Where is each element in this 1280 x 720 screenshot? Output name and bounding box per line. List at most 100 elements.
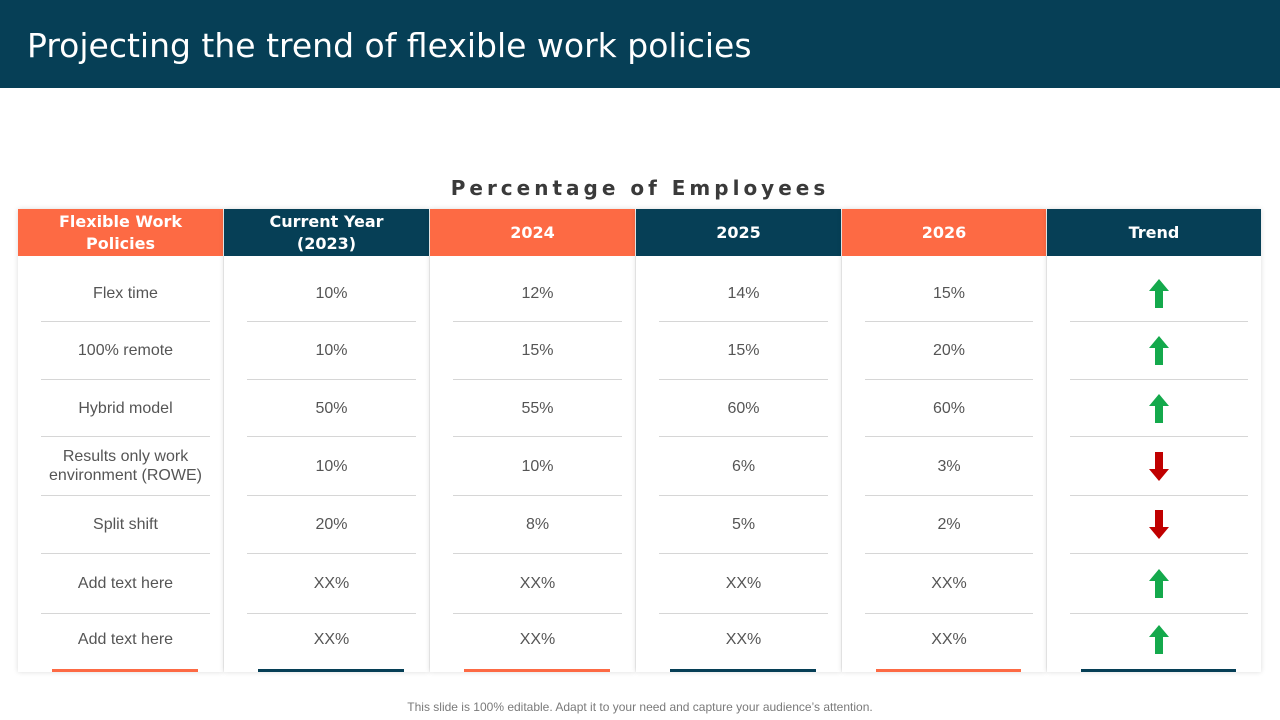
column-year-2026: 2026 15% 20% 60% 3% 2% XX% XX% (842, 209, 1046, 672)
table-cell-trend (1070, 437, 1248, 496)
cell-value: 10% (521, 457, 554, 475)
column-bottom-accent (876, 669, 1021, 672)
cell-value: 60% (932, 399, 966, 417)
table-cell-year-2025: 60% (659, 380, 828, 437)
column-header-current-year: Current Year (2023) (224, 209, 429, 256)
column-bottom-accent (52, 669, 198, 672)
column-header-year-2025: 2025 (636, 209, 841, 256)
cell-value: XX% (519, 575, 556, 592)
table-cell-trend (1070, 266, 1248, 322)
table-cell-year-2025: 14% (659, 266, 828, 322)
column-header-label: 2025 (716, 222, 761, 242)
cell-value: 5% (731, 516, 756, 533)
column-policy: Flexible Work Policies Flex time 100% remo… (18, 209, 223, 672)
cell-value: 60% (727, 399, 760, 417)
column-header-year-2024: 2024 (430, 209, 635, 256)
table-cell-trend (1070, 554, 1248, 614)
table-cell-trend (1070, 614, 1248, 664)
table-cell-year-2026: XX% (865, 554, 1033, 614)
table-cell-policy: Flex time (41, 266, 210, 322)
page-title: Projecting the trend of flexible work po… (27, 26, 752, 65)
arrow-up-icon (1149, 393, 1169, 423)
column-bottom-accent (258, 669, 404, 672)
arrow-up-icon (1149, 624, 1169, 654)
table-cell-year-2024: 10% (453, 437, 622, 496)
table-cell-current-year: 10% (247, 266, 416, 322)
cell-value: 15% (727, 342, 760, 359)
cell-value: 15% (932, 285, 966, 302)
table-cell-year-2025: 6% (659, 437, 828, 496)
column-current-year: Current Year (2023) 10% 10% 50% 10% 20% XX% XX% (224, 209, 429, 672)
column-header-label: Current Year (2023) (269, 211, 384, 253)
cell-value: XX% (725, 575, 762, 592)
column-header-label: Flexible Work Policies (58, 211, 183, 253)
cell-value: 20% (932, 342, 966, 359)
table-cell-year-2024: 15% (453, 322, 622, 380)
cell-value: Add text here (77, 630, 174, 648)
table-cell-year-2025: XX% (659, 554, 828, 614)
column-header-label: Trend (1128, 222, 1180, 242)
table-cell-year-2024: 12% (453, 266, 622, 322)
table-cell-policy: Add text here (41, 614, 210, 664)
table-cell-current-year: 50% (247, 380, 416, 437)
cell-value: 55% (521, 399, 554, 417)
cell-value: XX% (931, 575, 967, 592)
title-bar: Projecting the trend of flexible work po… (0, 0, 1280, 88)
column-trend: Trend (1047, 209, 1261, 672)
cell-value: Split shift (93, 516, 158, 533)
table-cell-policy: Split shift (41, 496, 210, 554)
table-cell-year-2026: 3% (865, 437, 1033, 496)
column-header-label: 2026 (921, 222, 967, 242)
table-cell-trend (1070, 322, 1248, 380)
cell-value: XX% (313, 575, 350, 592)
cell-value: XX% (519, 630, 556, 648)
table-cell-year-2025: XX% (659, 614, 828, 664)
table-caption: Percentage of Employees (450, 176, 830, 200)
table-cell-current-year: 10% (247, 322, 416, 380)
cell-value: 50% (315, 399, 348, 417)
table-cell-year-2026: 2% (865, 496, 1033, 554)
cell-value: 10% (315, 285, 348, 302)
table-cell-year-2024: 55% (453, 380, 622, 437)
table-cell-year-2024: 8% (453, 496, 622, 554)
arrow-down-icon (1149, 451, 1169, 481)
table-cell-year-2026: 60% (865, 380, 1033, 437)
table-cell-policy: Hybrid model (41, 380, 210, 437)
column-bottom-accent (1081, 669, 1236, 672)
table-cell-current-year: 20% (247, 496, 416, 554)
column-bottom-accent (670, 669, 816, 672)
cell-value: Hybrid model (78, 399, 173, 417)
table-cell-year-2026: 20% (865, 322, 1033, 380)
table-cell-year-2025: 15% (659, 322, 828, 380)
cell-value: 8% (525, 516, 550, 533)
table-cell-current-year: 10% (247, 437, 416, 496)
table-cell-policy: 100% remote (41, 322, 210, 380)
arrow-down-icon (1149, 510, 1169, 539)
cell-value: XX% (931, 630, 967, 648)
policy-table: Flexible Work Policies Flex time 100% remo… (18, 209, 1261, 672)
table-cell-year-2025: 5% (659, 496, 828, 554)
table-cell-policy: Add text here (41, 554, 210, 614)
cell-value: 3% (937, 457, 961, 475)
table-cell-current-year: XX% (247, 614, 416, 664)
table-cell-year-2026: 15% (865, 266, 1033, 322)
cell-value: XX% (313, 630, 350, 648)
cell-value: 10% (315, 457, 348, 475)
cell-value: Add text here (77, 575, 174, 592)
column-header-label: 2024 (510, 222, 555, 242)
column-bottom-accent (464, 669, 610, 672)
cell-value: 10% (315, 342, 348, 359)
table-cell-year-2024: XX% (453, 614, 622, 664)
column-header-year-2026: 2026 (842, 209, 1046, 256)
table-cell-year-2026: XX% (865, 614, 1033, 664)
column-header-policy: Flexible Work Policies (18, 209, 223, 256)
cell-value: 2% (937, 516, 961, 533)
arrow-up-icon (1149, 569, 1169, 598)
cell-value: 14% (727, 285, 760, 302)
table-cell-year-2024: XX% (453, 554, 622, 614)
column-header-trend: Trend (1047, 209, 1261, 256)
cell-value: Flex time (93, 285, 158, 302)
footer-note: This slide is 100% editable. Adapt it to… (407, 700, 873, 714)
arrow-up-icon (1149, 279, 1169, 308)
cell-value: 15% (521, 342, 554, 359)
